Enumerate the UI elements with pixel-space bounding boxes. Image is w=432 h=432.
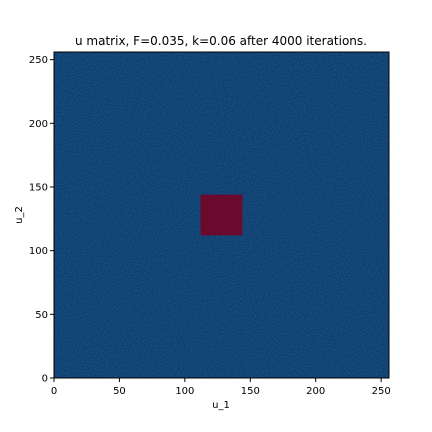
x-tick-label: 0 [51, 386, 57, 397]
y-tick-label: 250 [29, 55, 48, 66]
x-axis-label: u_1 [212, 400, 230, 411]
y-tick-label: 200 [29, 119, 48, 130]
plot-frame [53, 51, 390, 379]
x-tick-label: 100 [175, 386, 194, 397]
x-tick-label: 150 [241, 386, 260, 397]
x-tick-label: 250 [372, 386, 391, 397]
plot-area [53, 51, 390, 379]
x-tick-label: 200 [306, 386, 325, 397]
y-tick-label: 50 [35, 310, 48, 321]
y-tick-label: 150 [29, 182, 48, 193]
y-axis-label: u_2 [14, 206, 25, 224]
y-axis: 0 50 100 150 200 250 [29, 55, 54, 385]
chart-title: u matrix, F=0.035, k=0.06 after 4000 ite… [75, 34, 367, 48]
y-tick-label: 100 [29, 246, 48, 257]
heatmap-patch [200, 194, 243, 236]
x-axis: 0 50 100 150 200 250 [51, 378, 391, 397]
x-tick-label: 50 [113, 386, 126, 397]
y-tick-label: 0 [42, 374, 48, 385]
